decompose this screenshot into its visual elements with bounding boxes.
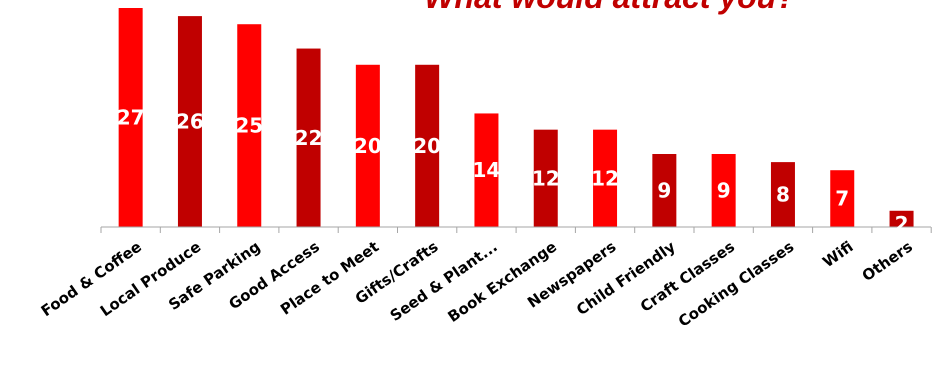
data-label: 9 xyxy=(717,179,731,203)
bar xyxy=(711,154,736,227)
x-axis-ticks xyxy=(100,227,932,233)
data-label: 27 xyxy=(117,106,145,130)
bar xyxy=(415,64,440,228)
bar xyxy=(533,129,558,227)
bar xyxy=(177,16,202,227)
data-label: 12 xyxy=(591,166,619,190)
bar xyxy=(474,113,499,227)
data-label: 14 xyxy=(473,158,501,182)
bar xyxy=(237,24,262,227)
bar xyxy=(830,170,855,227)
data-label: 20 xyxy=(413,134,441,158)
bar xyxy=(889,210,914,227)
bar xyxy=(355,64,380,228)
data-label: 2 xyxy=(895,212,909,236)
data-label: 20 xyxy=(354,134,382,158)
data-label: 8 xyxy=(776,183,790,207)
data-label: 26 xyxy=(176,110,204,134)
bar xyxy=(118,8,143,227)
bar xyxy=(296,48,321,227)
x-tick-label: Others xyxy=(859,237,916,285)
bars-group xyxy=(118,8,914,228)
value-labels-group: 27 26 25 22 20 20 14 12 12 9 9 8 7 2 xyxy=(117,106,909,236)
x-tick-label: Food & Coffee xyxy=(38,238,145,321)
x-tick-label: Wifi xyxy=(819,238,856,272)
data-label: 25 xyxy=(235,114,263,138)
data-label: 12 xyxy=(532,166,560,190)
bar xyxy=(652,154,677,227)
bar xyxy=(593,129,618,227)
x-tick-label: Child Friendly xyxy=(573,237,679,319)
data-label: 22 xyxy=(295,126,323,150)
x-tick-label: Book Exchange xyxy=(444,238,560,326)
data-label: 9 xyxy=(657,179,671,203)
bar xyxy=(770,162,795,227)
x-tick-label: Local Produce xyxy=(97,238,204,321)
chart-title: What would attract you? xyxy=(424,0,796,15)
data-label: 7 xyxy=(835,187,849,211)
x-tick-label: Place to Meet xyxy=(277,238,382,319)
